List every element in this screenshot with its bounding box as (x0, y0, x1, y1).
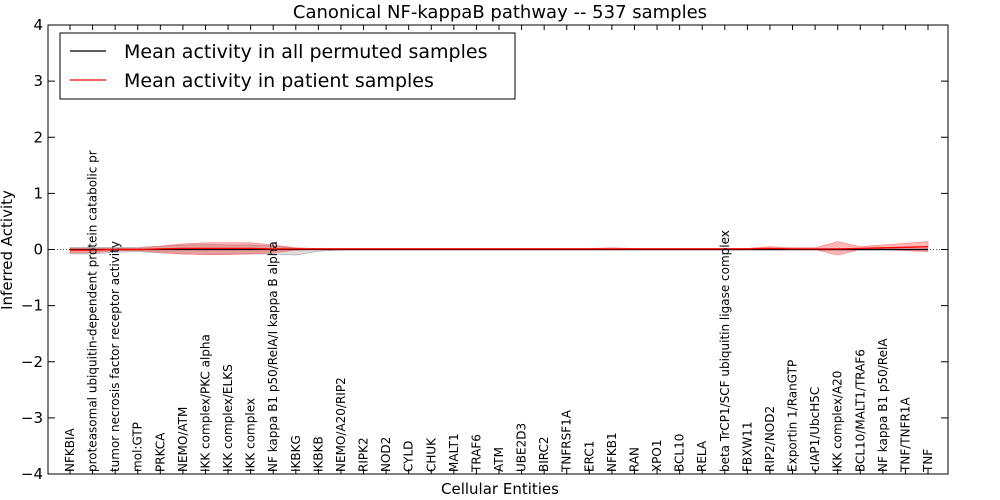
legend-label-permuted: Mean activity in all permuted samples (124, 41, 487, 63)
x-category-label: NF kappa B1 p50/RelA/I kappa B alpha (266, 241, 280, 472)
x-category-label: CYLD (402, 441, 416, 472)
y-tick-label: −3 (21, 409, 43, 427)
x-category-label: IKK complex/A20 (831, 371, 845, 472)
y-tick-label: 2 (33, 128, 43, 146)
x-category-label: IKK complex/PKC alpha (199, 334, 213, 472)
x-category-label: RIPK2 (357, 437, 371, 472)
y-tick-label: −4 (21, 465, 43, 483)
legend-label-patient: Mean activity in patient samples (124, 70, 434, 92)
x-category-label: PRKCA (153, 432, 167, 472)
x-category-label: TNFRSF1A (560, 409, 574, 473)
x-category-label: IKBKB (311, 436, 325, 472)
x-category-label: NFKBIA (63, 427, 77, 472)
x-category-label: IKK complex/ELKS (221, 364, 235, 472)
x-category-label: cIAP1/UbcH5C (808, 387, 822, 472)
x-category-label: CHUK (424, 437, 438, 472)
x-category-label: mol:GTP (131, 422, 145, 472)
x-category-label: ATM (492, 447, 506, 472)
chart-title: Canonical NF-kappaB pathway -- 537 sampl… (293, 2, 707, 23)
y-axis-label: Inferred Activity (0, 190, 16, 310)
y-tick-label: −1 (21, 297, 43, 315)
x-category-label: NFKB1 (605, 432, 619, 472)
x-category-label: BIRC2 (537, 437, 551, 473)
x-category-label: NOD2 (379, 437, 393, 472)
x-category-label: MALT1 (447, 433, 461, 472)
x-category-label: proteasomal ubiquitin-dependent protein … (86, 150, 100, 472)
x-axis-label: Cellular Entities (441, 480, 559, 498)
x-category-label: RELA (695, 440, 709, 472)
x-category-label: NEMO/A20/RIP2 (334, 377, 348, 472)
plot-area: −4 −3 −2 −1 0 1 2 3 4 NFKBIA proteasomal ubiquitin… (21, 16, 949, 483)
x-category-label: TNF/TNFR1A (898, 397, 912, 473)
x-category-label: NEMO/ATM (176, 407, 190, 472)
x-category-label: RAN (628, 447, 642, 472)
x-category-label: IKK complex (244, 398, 258, 472)
x-category-label: XPO1 (650, 440, 664, 473)
y-tick-label: 0 (33, 241, 43, 259)
x-category-label: TRAF6 (469, 434, 483, 473)
y-tick-label: 1 (33, 184, 43, 202)
x-category-label: TNF (921, 449, 935, 473)
y-tick-label: 4 (33, 16, 43, 34)
x-category-label: Exportin 1/RanGTP (786, 360, 800, 472)
series-line-1 (70, 246, 929, 251)
x-category-label: FBXW11 (740, 422, 754, 473)
x-category-label: RIP2/NOD2 (763, 406, 777, 472)
x-category-label: IKBKG (289, 435, 303, 472)
x-category-label: BCL10 (673, 434, 687, 472)
y-tick-label: −2 (21, 353, 43, 371)
x-category-label: beta TrCP1/SCF ubiquitin ligase complex (718, 230, 732, 472)
x-category-label: ERC1 (582, 441, 596, 472)
legend: Mean activity in all permuted samples Me… (59, 32, 516, 100)
x-category-label: NF kappa B1 p50/RelA (876, 338, 890, 472)
x-category-label: tumor necrosis factor receptor activity (108, 241, 122, 472)
legend-frame (59, 32, 516, 100)
x-category-label: BCL10/MALT1/TRAF6 (853, 349, 867, 472)
x-category-label: UBE2D3 (515, 423, 529, 472)
y-tick-label: 3 (33, 72, 43, 90)
